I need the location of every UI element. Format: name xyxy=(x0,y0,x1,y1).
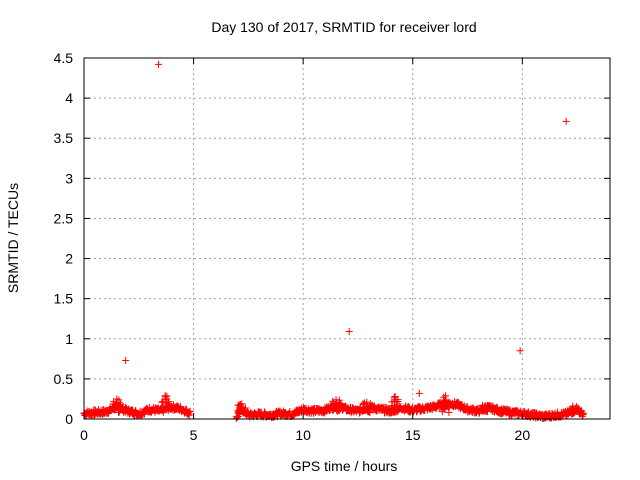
x-tick-label-0: 0 xyxy=(80,427,88,443)
bump-2-point-13 xyxy=(236,403,244,411)
bump-1-point-8 xyxy=(159,398,167,406)
bump-peak-4 xyxy=(363,398,371,406)
y-tick-label-5: 2.5 xyxy=(54,210,74,226)
bump-3-point-10 xyxy=(336,399,344,407)
y-tick-label-3: 1.5 xyxy=(54,291,74,307)
y-tick-label-2: 1 xyxy=(65,331,73,347)
bump-3-point-12 xyxy=(328,402,336,410)
bump-peak-2 xyxy=(238,400,246,408)
bump-2-point-10 xyxy=(241,404,249,412)
y-tick-label-6: 3 xyxy=(65,170,73,186)
bump-1-point-12 xyxy=(158,398,166,406)
bump-peak-8 xyxy=(569,402,577,410)
bump-4-point-3 xyxy=(359,400,367,408)
outlier-point-0 xyxy=(122,356,130,364)
bump-4-point-8 xyxy=(363,407,371,415)
bump-1-point-13 xyxy=(164,401,172,409)
bump-peak-3 xyxy=(332,396,340,404)
axis-ticks: 0 5 10 15 20 0 0.5 1 1.5 2 2.5 3 3.5 4 4.5 xyxy=(54,50,610,443)
bump-peak-6 xyxy=(442,392,450,400)
bump-peak-7 xyxy=(481,401,489,409)
plot-border xyxy=(83,57,611,420)
data-points xyxy=(80,60,587,423)
x-tick-label-1: 5 xyxy=(190,427,198,443)
bump-3-point-11 xyxy=(335,400,343,408)
bump-0-point-13 xyxy=(109,400,117,408)
bump-5-point-9 xyxy=(388,401,396,409)
y-tick-label-0: 0 xyxy=(65,411,73,427)
bump-0-point-5 xyxy=(116,405,124,413)
bump-3-point-13 xyxy=(334,406,342,414)
x-axis-label: GPS time / hours xyxy=(291,458,398,474)
bump-1-point-9 xyxy=(159,407,167,415)
outlier-point-2 xyxy=(345,328,353,336)
y-tick-label-4: 2 xyxy=(65,251,73,267)
outlier-point-3 xyxy=(415,389,423,397)
bump-1-point-10 xyxy=(163,395,171,403)
y-tick-label-7: 3.5 xyxy=(54,130,74,146)
y-axis-label: SRMTID / TECUs xyxy=(5,183,21,293)
outlier-point-4 xyxy=(516,347,524,355)
bump-6-point-8 xyxy=(440,404,448,412)
bump-6-point-11 xyxy=(441,405,449,413)
bump-6-point-5 xyxy=(445,403,453,411)
y-tick-label-9: 4.5 xyxy=(54,50,74,66)
bump-peak-1 xyxy=(161,392,169,400)
chart-title: Day 130 of 2017, SRMTID for receiver lor… xyxy=(211,19,476,35)
outlier-point-5 xyxy=(562,117,570,125)
bump-6-point-13 xyxy=(439,400,447,408)
x-tick-label-4: 20 xyxy=(515,427,531,443)
y-tick-label-8: 4 xyxy=(65,90,73,106)
bump-5-point-13 xyxy=(388,408,396,416)
bump-4-point-2 xyxy=(366,400,374,408)
y-tick-label-1: 0.5 xyxy=(54,371,74,387)
grid xyxy=(84,58,610,419)
outlier-point-1 xyxy=(155,60,163,68)
bump-6-point-12 xyxy=(440,405,448,413)
baseline-point-0-242 xyxy=(186,407,194,415)
bump-peak-0 xyxy=(113,395,121,403)
x-tick-label-3: 15 xyxy=(405,427,421,443)
bump-4-point-13 xyxy=(362,405,370,413)
bump-0-point-11 xyxy=(115,408,123,416)
x-tick-label-2: 10 xyxy=(295,427,311,443)
bump-peak-5 xyxy=(391,393,399,401)
bump-0-point-12 xyxy=(115,399,123,407)
bump-6-point-10 xyxy=(441,396,449,404)
baseline-point-1-1035 xyxy=(579,409,587,417)
